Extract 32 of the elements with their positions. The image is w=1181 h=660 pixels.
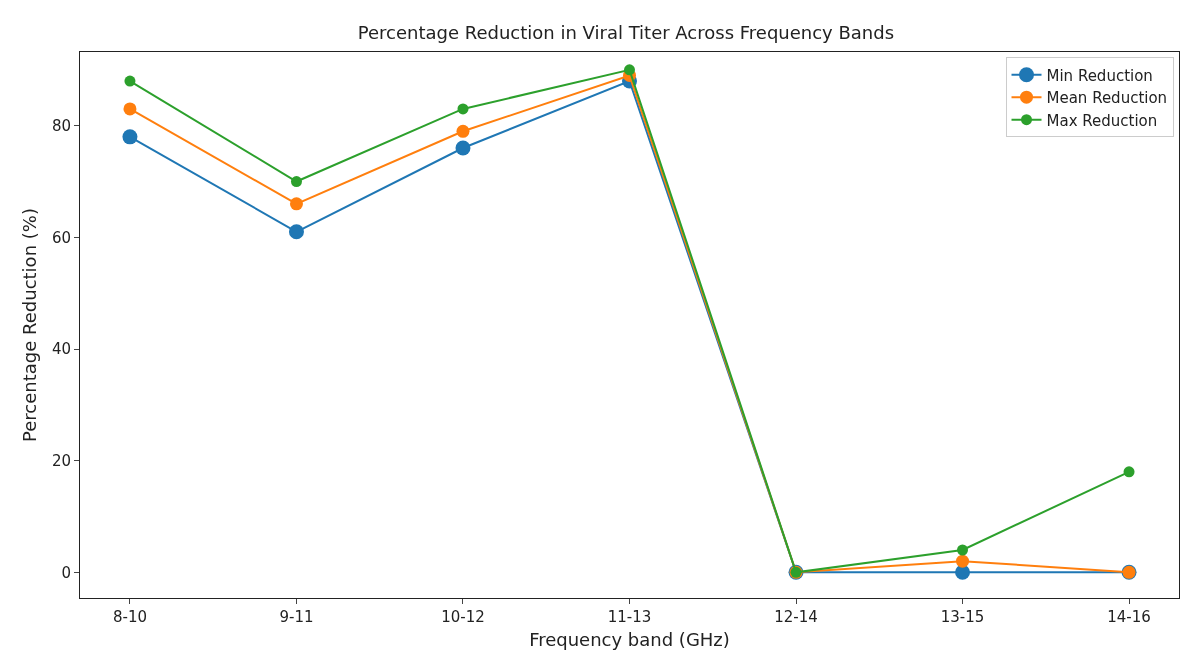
point [122, 129, 138, 145]
point [289, 197, 303, 211]
point [624, 64, 635, 76]
legend-label: Min Reduction [1046, 66, 1153, 85]
x-tick-label: 13-15 [940, 608, 985, 626]
x-tick-label: 12-14 [774, 608, 818, 626]
x-tick-label: 10-12 [441, 608, 485, 626]
y-tick-label: 20 [51, 451, 71, 470]
x-tick-label: 9-11 [279, 608, 314, 626]
point [124, 75, 136, 87]
point [456, 124, 470, 138]
point [1123, 466, 1135, 478]
point [455, 140, 471, 156]
point [955, 564, 971, 580]
y-axis-title: Percentage Reduction (%) [19, 208, 41, 442]
legend-label: Max Reduction [1046, 111, 1158, 130]
x-tick-label: 14-16 [1107, 608, 1151, 626]
point [956, 554, 970, 568]
y-tick-label: 80 [51, 116, 71, 135]
point [457, 103, 469, 115]
point [123, 102, 137, 116]
x-tick-label: 8-10 [112, 608, 147, 626]
y-tick-label: 0 [61, 563, 71, 582]
x-tick-label: 11-13 [607, 608, 652, 626]
point [290, 176, 302, 188]
x-axis-title: Frequency band (GHz) [529, 629, 730, 651]
y-tick-label: 40 [51, 340, 71, 359]
chart-title: Percentage Reduction in Viral Titer Across Frequency Bands [357, 22, 895, 43]
point [288, 224, 304, 240]
point [957, 544, 969, 556]
legend-label: Mean Reduction [1046, 89, 1168, 108]
y-tick-label: 60 [51, 228, 71, 247]
